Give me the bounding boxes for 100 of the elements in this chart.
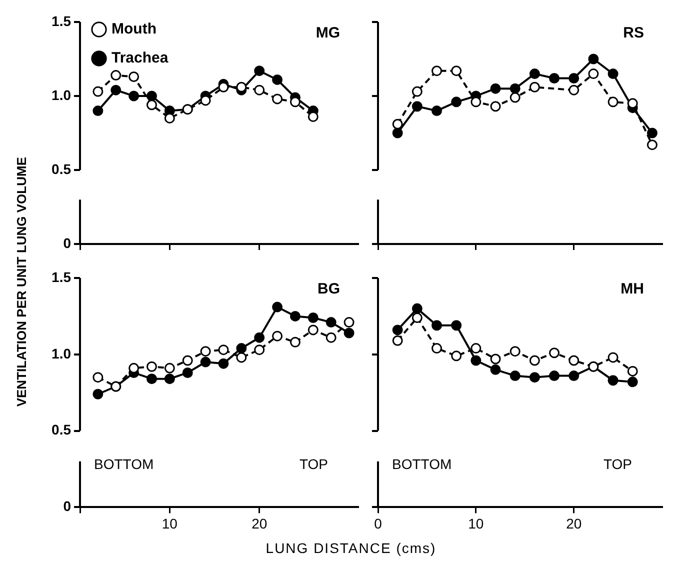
point bbox=[432, 106, 442, 116]
x-tick-label: 0 bbox=[374, 515, 382, 532]
point bbox=[146, 100, 157, 110]
point bbox=[608, 96, 618, 108]
point bbox=[218, 344, 229, 356]
point bbox=[110, 70, 122, 81]
chart-title: MH bbox=[620, 280, 644, 298]
point bbox=[272, 74, 283, 85]
point bbox=[568, 72, 580, 84]
point bbox=[451, 350, 462, 362]
y-tick-label: 0 bbox=[63, 234, 72, 251]
legend-label: Mouth bbox=[112, 20, 156, 38]
point bbox=[218, 82, 229, 92]
point bbox=[392, 335, 403, 346]
point bbox=[128, 362, 140, 374]
x-tick-label: 20 bbox=[566, 515, 582, 532]
point bbox=[490, 83, 501, 94]
point bbox=[451, 96, 462, 108]
annotation: BOTTOM bbox=[392, 456, 452, 472]
point bbox=[200, 356, 211, 368]
point bbox=[236, 343, 247, 354]
point bbox=[529, 372, 540, 383]
point bbox=[254, 84, 265, 96]
annotation: TOP bbox=[603, 456, 632, 472]
point bbox=[568, 355, 580, 366]
chart-title: BG bbox=[318, 280, 340, 298]
chart-title: MG bbox=[316, 24, 340, 42]
point bbox=[218, 358, 229, 369]
point bbox=[588, 54, 599, 64]
point bbox=[510, 346, 520, 357]
point bbox=[549, 72, 560, 84]
point bbox=[290, 310, 300, 322]
point bbox=[627, 98, 638, 109]
point bbox=[146, 90, 157, 102]
point bbox=[608, 375, 618, 386]
point bbox=[490, 364, 501, 375]
x-tick-label: 10 bbox=[468, 515, 484, 532]
point bbox=[412, 312, 422, 323]
point bbox=[549, 348, 560, 358]
point bbox=[164, 362, 175, 374]
point bbox=[308, 312, 318, 323]
point bbox=[568, 84, 580, 96]
point bbox=[470, 343, 482, 354]
point bbox=[529, 355, 540, 366]
point bbox=[254, 332, 265, 343]
point bbox=[344, 328, 354, 338]
point bbox=[568, 370, 580, 382]
point bbox=[92, 388, 104, 400]
point bbox=[588, 68, 599, 80]
point bbox=[128, 72, 140, 82]
point bbox=[92, 372, 104, 383]
y-tick-label: 1.5 bbox=[52, 268, 72, 285]
y-tick-label: 1.0 bbox=[52, 345, 72, 362]
point bbox=[608, 352, 618, 363]
y-tick-label: 1.5 bbox=[52, 12, 72, 29]
point bbox=[128, 90, 140, 102]
y-tick-label: 1.0 bbox=[52, 86, 72, 103]
point bbox=[646, 128, 658, 138]
point bbox=[490, 354, 501, 364]
point bbox=[164, 374, 175, 384]
point bbox=[432, 66, 442, 76]
point bbox=[236, 82, 247, 92]
point bbox=[608, 68, 618, 80]
point bbox=[236, 352, 247, 363]
point bbox=[549, 370, 560, 382]
point bbox=[412, 303, 422, 314]
point bbox=[392, 118, 403, 130]
y-tick-label: 0.5 bbox=[52, 160, 72, 177]
point bbox=[510, 83, 520, 94]
point bbox=[451, 66, 462, 76]
point bbox=[110, 84, 122, 96]
point bbox=[392, 128, 403, 138]
point bbox=[451, 320, 462, 331]
annotation: TOP bbox=[299, 456, 328, 472]
point bbox=[627, 376, 638, 388]
point bbox=[412, 101, 422, 112]
x-tick-label: 10 bbox=[162, 515, 178, 532]
point bbox=[290, 96, 300, 108]
point bbox=[254, 344, 265, 356]
point bbox=[470, 96, 482, 108]
legend-label: Trachea bbox=[112, 50, 169, 67]
point bbox=[490, 101, 501, 112]
point bbox=[200, 95, 211, 106]
point bbox=[308, 324, 318, 336]
point bbox=[326, 332, 336, 343]
point bbox=[182, 367, 193, 378]
point bbox=[627, 366, 638, 376]
point bbox=[326, 317, 336, 328]
point bbox=[432, 343, 442, 354]
point bbox=[272, 302, 283, 312]
point bbox=[646, 140, 658, 150]
point bbox=[529, 82, 540, 92]
x-axis-title: LUNG DISTANCE (cms) bbox=[264, 540, 438, 556]
y-tick-label: 0 bbox=[63, 498, 72, 514]
point bbox=[432, 320, 442, 331]
x-tick-label: 20 bbox=[252, 515, 268, 532]
point bbox=[254, 66, 265, 76]
point bbox=[272, 94, 283, 104]
point bbox=[344, 317, 354, 328]
point bbox=[510, 370, 520, 382]
